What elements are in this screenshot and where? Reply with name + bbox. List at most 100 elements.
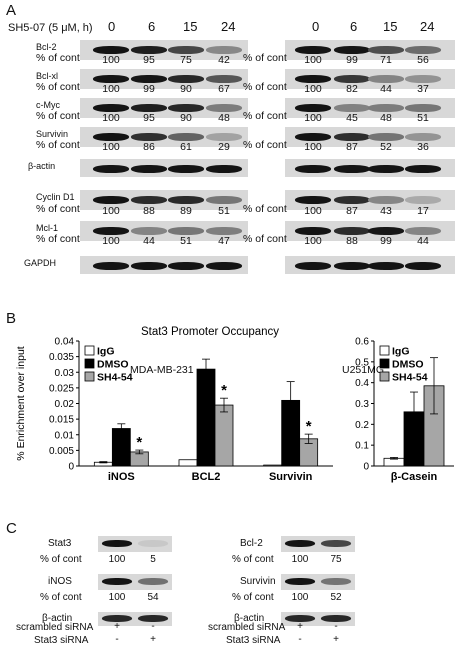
blot-band: [334, 262, 370, 270]
bar-dmso: [111, 428, 131, 467]
blot-band: [93, 133, 129, 141]
blot-band: [368, 75, 404, 83]
blot-band: [206, 46, 242, 54]
pct-value: 48: [380, 112, 392, 124]
stat3-sign: +: [333, 634, 339, 645]
panel-c-letter: C: [6, 520, 17, 537]
y-tick-label: 0.035: [49, 352, 74, 363]
y-tick-label: 0.4: [355, 378, 369, 389]
pct-value: 61: [180, 141, 192, 153]
y-tick-label: 0.1: [355, 441, 369, 452]
timepoint-label: 15: [183, 19, 198, 34]
stat3-sirna-label: Stat3 siRNA: [226, 635, 281, 646]
blot-band: [321, 615, 351, 622]
protein-label: GAPDH: [24, 258, 57, 268]
x-category-label: BCL2: [192, 471, 221, 483]
bar-igg: [178, 459, 198, 467]
pct-value: 54: [147, 592, 159, 603]
stat3-sign: -: [298, 634, 302, 645]
legend-swatch: [84, 371, 95, 382]
legend-swatch: [84, 358, 95, 369]
pct-label: % of cont: [243, 52, 287, 64]
pct-value: 100: [102, 54, 120, 66]
pct-label: % of cont: [36, 81, 80, 93]
scrambled-sign: +: [297, 621, 303, 632]
timepoint-label: 6: [148, 19, 156, 34]
pct-value: 90: [180, 112, 192, 124]
y-tick-label: 0: [68, 462, 74, 473]
pct-value: 51: [218, 205, 230, 217]
protein-label: Bcl-2: [36, 42, 57, 52]
pct-value: 100: [102, 112, 120, 124]
pct-value: 89: [180, 205, 192, 217]
blot-band: [206, 165, 242, 173]
protein-label: Stat3: [48, 538, 72, 549]
pct-value: 87: [346, 205, 358, 217]
blot-band: [168, 133, 204, 141]
chart-title: Stat3 Promoter Occupancy: [141, 326, 279, 338]
blot-band: [405, 227, 441, 235]
pct-value: 42: [218, 54, 230, 66]
legend-label: DMSO: [97, 359, 129, 371]
pct-label: % of cont: [243, 139, 287, 151]
blot-band: [405, 104, 441, 112]
blot-band: [368, 227, 404, 235]
protein-label: Survivin: [240, 576, 276, 587]
scrambled-sirna-label: scrambled siRNA: [208, 622, 286, 633]
blot-band: [405, 165, 441, 173]
timepoint-label: 24: [221, 19, 236, 34]
blot-band: [102, 540, 132, 547]
pct-label: % of cont: [36, 233, 80, 245]
pct-label: % of cont: [243, 81, 287, 93]
legend-label: IgG: [392, 346, 410, 358]
pct-label: % of cont: [40, 592, 82, 603]
blot-band: [93, 104, 129, 112]
blot-band: [334, 104, 370, 112]
blot-band: [168, 46, 204, 54]
y-tick-label: 0.6: [355, 337, 369, 348]
blot-band: [131, 104, 167, 112]
blot-band: [295, 165, 331, 173]
significance-mark: *: [136, 434, 142, 451]
pct-value: 100: [304, 141, 322, 153]
y-tick-label: 0.03: [55, 368, 75, 379]
loading-control-label: β-actin: [234, 613, 265, 624]
blot-band: [405, 133, 441, 141]
legend-swatch: [84, 345, 95, 356]
pct-value: 100: [108, 592, 126, 603]
pct-value: 51: [417, 112, 429, 124]
y-tick-label: 0.005: [49, 446, 74, 457]
blot-band: [131, 165, 167, 173]
pct-value: 99: [346, 54, 358, 66]
loading-control-label: β-actin: [42, 613, 73, 624]
stat3-sign: +: [150, 634, 156, 645]
timepoint-label: 0: [312, 19, 320, 34]
blot-band: [206, 262, 242, 270]
pct-label: % of cont: [36, 139, 80, 151]
panel-b-letter: B: [6, 310, 17, 327]
protein-label: c-Myc: [36, 100, 60, 110]
blot-band: [93, 75, 129, 83]
blot-band: [368, 46, 404, 54]
chip-bar-charts: 0 0.005 0.01 0.015 0.02 0.025 0.03 0.035 0.04 Sta…: [15, 326, 454, 483]
blot-band: [206, 104, 242, 112]
blot-band: [368, 262, 404, 270]
pct-value: 100: [102, 141, 120, 153]
y-tick-label: 0: [363, 462, 369, 473]
blot-band: [168, 104, 204, 112]
pct-value: 99: [143, 83, 155, 95]
blot-band: [93, 165, 129, 173]
blot-band: [334, 75, 370, 83]
pct-value: 88: [143, 205, 155, 217]
pct-value: 45: [346, 112, 358, 124]
blot-band: [206, 227, 242, 235]
pct-value: 90: [180, 83, 192, 95]
blot-band: [334, 46, 370, 54]
legend-label: SH4-54: [97, 372, 133, 384]
protein-label: Bcl-xl: [36, 71, 58, 81]
y-tick-label: 0.015: [49, 415, 74, 426]
pct-label: % of cont: [243, 203, 287, 215]
blot-band: [206, 75, 242, 83]
scrambled-sirna-label: scrambled siRNA: [16, 622, 94, 633]
pct-value: 29: [218, 141, 230, 153]
